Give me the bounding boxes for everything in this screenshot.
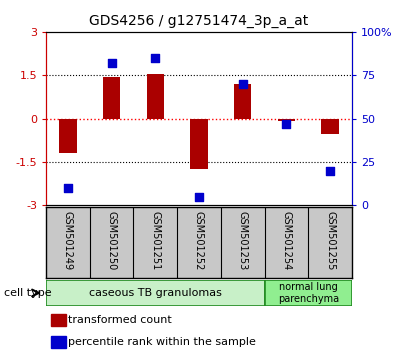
Text: GSM501255: GSM501255 xyxy=(325,211,335,270)
Text: GSM501250: GSM501250 xyxy=(106,211,116,270)
Bar xyxy=(190,119,208,169)
Text: GSM501251: GSM501251 xyxy=(150,211,160,270)
Point xyxy=(327,168,333,173)
Point xyxy=(108,60,115,66)
Text: normal lung
parenchyma: normal lung parenchyma xyxy=(278,282,339,304)
Text: percentile rank within the sample: percentile rank within the sample xyxy=(68,337,256,347)
Bar xyxy=(50,336,66,348)
Bar xyxy=(59,119,77,153)
Bar xyxy=(103,77,120,119)
Point xyxy=(283,121,290,127)
Text: GSM501254: GSM501254 xyxy=(282,211,292,270)
Bar xyxy=(146,74,164,119)
Text: caseous TB granulomas: caseous TB granulomas xyxy=(89,288,222,298)
Text: GSM501253: GSM501253 xyxy=(238,211,248,270)
Point xyxy=(196,194,202,200)
Bar xyxy=(278,119,295,121)
Point xyxy=(65,185,71,191)
Text: GSM501252: GSM501252 xyxy=(194,211,204,270)
Bar xyxy=(234,84,252,119)
Text: transformed count: transformed count xyxy=(68,315,172,325)
Bar xyxy=(264,280,352,306)
Bar xyxy=(50,314,66,326)
Title: GDS4256 / g12751474_3p_a_at: GDS4256 / g12751474_3p_a_at xyxy=(89,14,309,28)
Point xyxy=(240,81,246,87)
Point xyxy=(152,55,158,61)
Bar xyxy=(322,119,339,135)
Text: cell type: cell type xyxy=(4,288,52,298)
Bar xyxy=(46,280,264,306)
Text: GSM501249: GSM501249 xyxy=(63,211,73,270)
